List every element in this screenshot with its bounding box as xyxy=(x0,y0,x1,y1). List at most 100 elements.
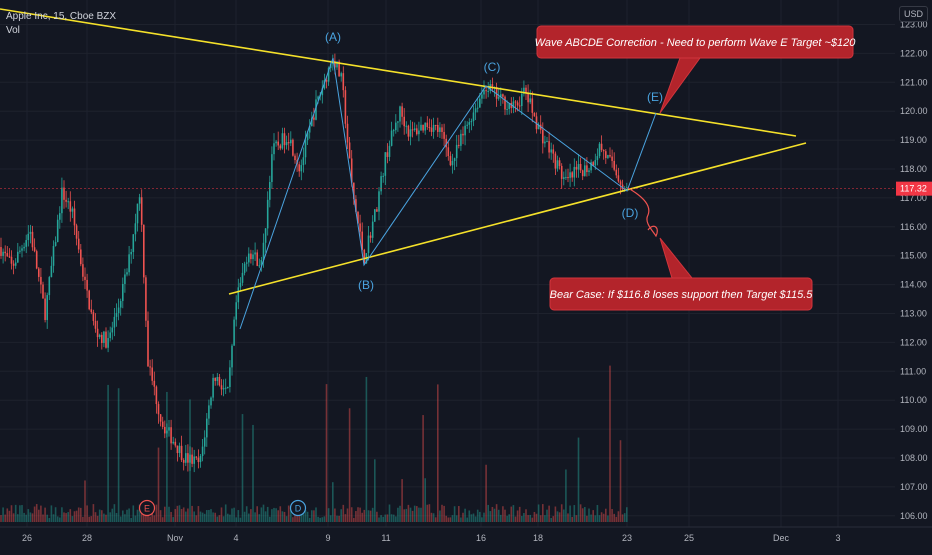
volume-bar xyxy=(101,510,103,522)
candle-body xyxy=(8,256,11,258)
candle-body xyxy=(470,121,473,123)
price-axis-bg xyxy=(895,0,932,550)
candle-body xyxy=(581,170,584,177)
price-tick-label: 119.00 xyxy=(900,135,927,145)
candle-body xyxy=(502,94,504,97)
volume-bar xyxy=(594,515,597,522)
candle-body xyxy=(50,265,53,278)
candle-body xyxy=(353,182,355,200)
candle-body xyxy=(552,149,555,154)
event-marker-circle xyxy=(289,499,307,517)
volume-bar xyxy=(227,513,229,522)
candle-body xyxy=(548,141,550,153)
candle-body xyxy=(416,128,418,135)
volume-label[interactable]: Vol xyxy=(6,25,20,36)
price-tick-label: 106.00 xyxy=(900,511,928,521)
candle-body xyxy=(313,117,315,120)
candle-body xyxy=(602,150,605,152)
volume-bar xyxy=(185,511,187,522)
candle-body xyxy=(449,156,452,166)
symbol-title[interactable]: Apple Inc, 15, Cboe BZX xyxy=(6,11,117,22)
volume-bar xyxy=(556,511,559,522)
volume-bar xyxy=(69,509,72,522)
candle-body xyxy=(327,68,330,82)
time-tick-label: 16 xyxy=(476,533,486,543)
candle-body xyxy=(611,156,613,161)
volume-bar xyxy=(12,513,15,522)
currency-button[interactable]: USD xyxy=(898,6,928,22)
volume-bar xyxy=(420,507,422,522)
volume-bar xyxy=(170,511,172,522)
candle-body xyxy=(458,144,460,146)
volume-bar xyxy=(489,511,492,522)
volume-bar xyxy=(231,508,233,522)
volume-bar xyxy=(605,508,607,522)
volume-bar xyxy=(52,514,55,522)
candle-body xyxy=(277,141,279,146)
volume-bar xyxy=(434,517,437,522)
candle-body xyxy=(376,209,378,212)
candle-body xyxy=(596,156,599,161)
annotations: Wave ABCDE Correction - Need to perform … xyxy=(138,25,856,517)
price-tick-label: 114.00 xyxy=(900,280,927,290)
candle-body xyxy=(12,263,15,266)
candle-body xyxy=(96,328,99,338)
volume-bar xyxy=(367,510,370,522)
volume-bar xyxy=(422,415,424,522)
candle-body xyxy=(143,224,145,278)
volume-bar xyxy=(481,517,483,522)
candle-body xyxy=(621,184,624,190)
volume-bar xyxy=(535,513,538,522)
volume-bar xyxy=(382,516,384,522)
time-tick-label: 18 xyxy=(533,533,543,543)
volume-bar xyxy=(411,510,414,522)
candle-body xyxy=(554,153,557,169)
time-tick-label: 4 xyxy=(233,533,238,543)
volume-bar xyxy=(191,505,193,522)
volume-bar xyxy=(155,504,158,522)
volume-bar xyxy=(401,479,403,522)
volume-bar xyxy=(210,509,212,522)
time-tick-label: 26 xyxy=(22,533,32,543)
candle-body xyxy=(294,155,296,161)
candle-body xyxy=(38,268,40,277)
candle-body xyxy=(21,248,23,251)
volume-bar xyxy=(195,515,198,522)
volume-bar xyxy=(504,509,506,522)
volume-bar xyxy=(311,510,313,522)
candle-body xyxy=(348,142,351,159)
volume-bar xyxy=(111,508,114,522)
volume-bar xyxy=(623,513,626,522)
candle-body xyxy=(464,125,466,136)
volume-bar xyxy=(61,507,63,522)
candle-body xyxy=(556,160,559,169)
volume-bar xyxy=(573,505,576,522)
volume-bar xyxy=(476,509,479,522)
candle-body xyxy=(256,252,258,266)
candle-body xyxy=(411,129,414,131)
price-tick-label: 111.00 xyxy=(900,366,926,376)
volume-bar xyxy=(117,388,120,522)
candle-body xyxy=(600,143,603,151)
candle-body xyxy=(525,87,527,94)
candle-body xyxy=(510,102,513,109)
candle-body xyxy=(529,98,531,103)
volume-bar xyxy=(187,508,189,522)
volume-bar xyxy=(203,513,206,522)
volume-bar xyxy=(10,505,13,522)
event-marker[interactable]: E xyxy=(138,499,156,517)
volume-bar xyxy=(432,513,435,522)
candle-body xyxy=(481,94,483,99)
candle-body xyxy=(220,385,223,390)
volume-bar xyxy=(266,506,269,522)
candle-body xyxy=(607,155,609,158)
candle-body xyxy=(321,88,324,96)
event-marker[interactable]: D xyxy=(289,499,307,517)
time-tick-label: 28 xyxy=(82,533,92,543)
candle-body xyxy=(258,265,261,267)
volume-bar xyxy=(531,517,534,522)
candle-body xyxy=(453,158,456,162)
